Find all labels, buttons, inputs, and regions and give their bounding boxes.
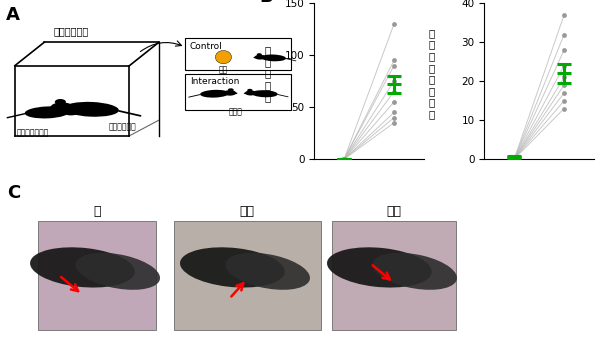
Point [339, 156, 349, 162]
Point [559, 83, 569, 88]
Point [339, 156, 349, 162]
Point [339, 156, 349, 162]
Ellipse shape [76, 253, 160, 290]
Text: C: C [7, 184, 20, 202]
Ellipse shape [233, 92, 238, 94]
Text: 時
間
（
秒
）: 時 間 （ 秒 ） [265, 45, 271, 102]
FancyBboxPatch shape [173, 221, 320, 330]
Point [389, 99, 399, 105]
Point [559, 75, 569, 80]
Ellipse shape [224, 90, 236, 96]
Ellipse shape [76, 110, 82, 113]
Point [559, 32, 569, 37]
Point [389, 110, 399, 115]
Point [509, 156, 519, 162]
Text: Interaction: Interaction [190, 78, 239, 86]
Point [559, 63, 569, 68]
Circle shape [55, 99, 66, 105]
Point [509, 156, 519, 162]
Ellipse shape [25, 106, 70, 118]
Circle shape [68, 104, 77, 109]
FancyBboxPatch shape [38, 221, 156, 330]
Ellipse shape [48, 107, 56, 110]
Ellipse shape [251, 90, 278, 97]
Point [509, 156, 519, 162]
Point [509, 156, 519, 162]
Ellipse shape [245, 90, 256, 95]
FancyBboxPatch shape [332, 221, 456, 330]
Circle shape [228, 88, 233, 91]
Ellipse shape [180, 247, 285, 287]
Point [339, 156, 349, 162]
Ellipse shape [215, 51, 232, 64]
Point [389, 120, 399, 125]
Point [339, 156, 349, 162]
Text: ホームケージ: ホームケージ [53, 26, 88, 36]
Point [339, 156, 349, 162]
Point [559, 12, 569, 18]
Ellipse shape [244, 92, 248, 94]
Point [339, 156, 349, 162]
Point [559, 98, 569, 103]
Point [509, 156, 519, 162]
Point [389, 89, 399, 94]
Text: エ
ポ
ッ
ク
数
（
回
）: エ ポ ッ ク 数 （ 回 ） [428, 28, 435, 119]
Text: 物体: 物体 [219, 65, 228, 74]
Point [509, 156, 519, 162]
FancyBboxPatch shape [185, 38, 291, 69]
Ellipse shape [200, 90, 229, 98]
Ellipse shape [261, 55, 286, 61]
Circle shape [247, 89, 253, 92]
Ellipse shape [61, 107, 80, 115]
Point [389, 63, 399, 68]
Text: 体帹: 体帹 [239, 205, 254, 218]
Text: テストマウス: テストマウス [109, 123, 137, 131]
Ellipse shape [30, 247, 135, 287]
FancyBboxPatch shape [185, 74, 291, 110]
Ellipse shape [253, 57, 257, 58]
Point [389, 22, 399, 27]
Point [509, 156, 519, 162]
Ellipse shape [373, 253, 457, 290]
Text: Control: Control [190, 41, 223, 51]
Text: A: A [6, 6, 20, 25]
Text: マウス: マウス [228, 107, 242, 116]
Point [509, 156, 519, 162]
Text: B: B [259, 0, 273, 6]
Text: 知らないマウス: 知らないマウス [16, 128, 49, 137]
Point [509, 156, 519, 162]
Ellipse shape [226, 253, 310, 290]
Point [389, 79, 399, 84]
Point [339, 156, 349, 162]
Text: 肺門: 肺門 [386, 205, 401, 218]
Ellipse shape [327, 247, 432, 287]
Point [559, 48, 569, 53]
Text: 鼻: 鼻 [94, 205, 101, 218]
Ellipse shape [254, 55, 265, 60]
Point [559, 90, 569, 96]
Point [389, 58, 399, 63]
Circle shape [257, 53, 262, 56]
Ellipse shape [50, 102, 73, 113]
Point [339, 156, 349, 162]
Point [389, 115, 399, 120]
Point [559, 106, 569, 111]
Ellipse shape [64, 102, 119, 117]
